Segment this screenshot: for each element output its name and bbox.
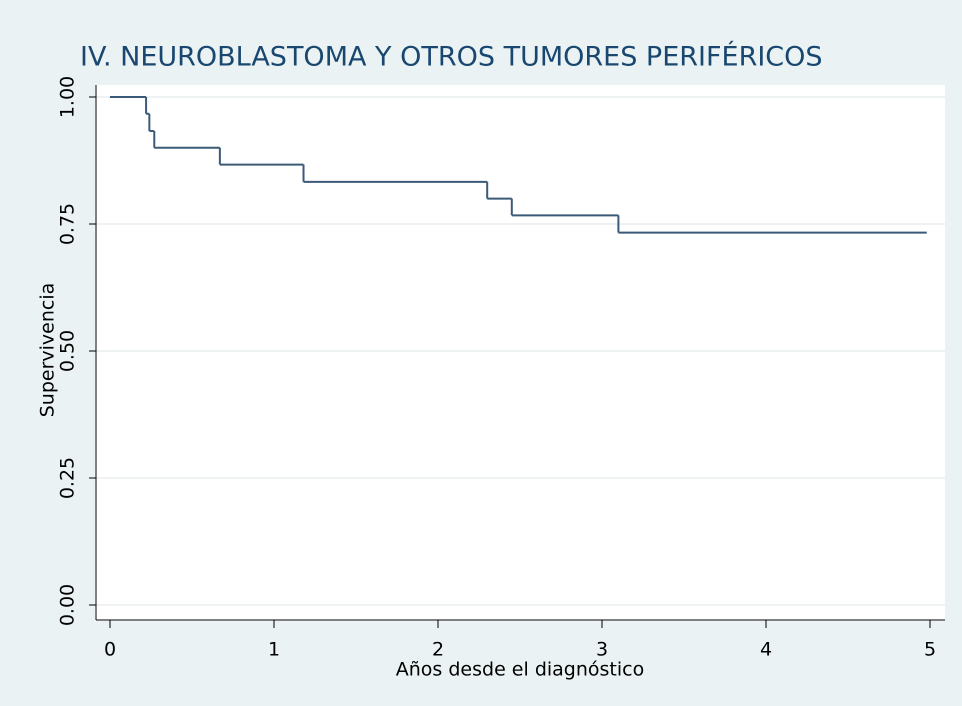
x-tick-label: 0: [104, 639, 116, 661]
y-tick-label: 0.25: [57, 457, 79, 499]
y-tick-label: 0.00: [57, 584, 79, 626]
y-tick-label: 0.50: [57, 330, 79, 372]
x-tick-label: 3: [596, 639, 608, 661]
x-tick-label: 1: [268, 639, 280, 661]
y-tick-label: 1.00: [57, 76, 79, 118]
y-axis-title: Supervivencia: [37, 283, 59, 418]
x-axis-title: Años desde el diagnóstico: [396, 659, 644, 681]
chart-title: IV. NEUROBLASTOMA Y OTROS TUMORES PERIFÉ…: [80, 41, 823, 73]
x-tick-label: 2: [432, 639, 444, 661]
x-tick-label: 5: [924, 639, 936, 661]
y-tick-label: 0.75: [57, 203, 79, 245]
plot-area: [95, 85, 945, 621]
x-tick-label: 4: [760, 639, 772, 661]
